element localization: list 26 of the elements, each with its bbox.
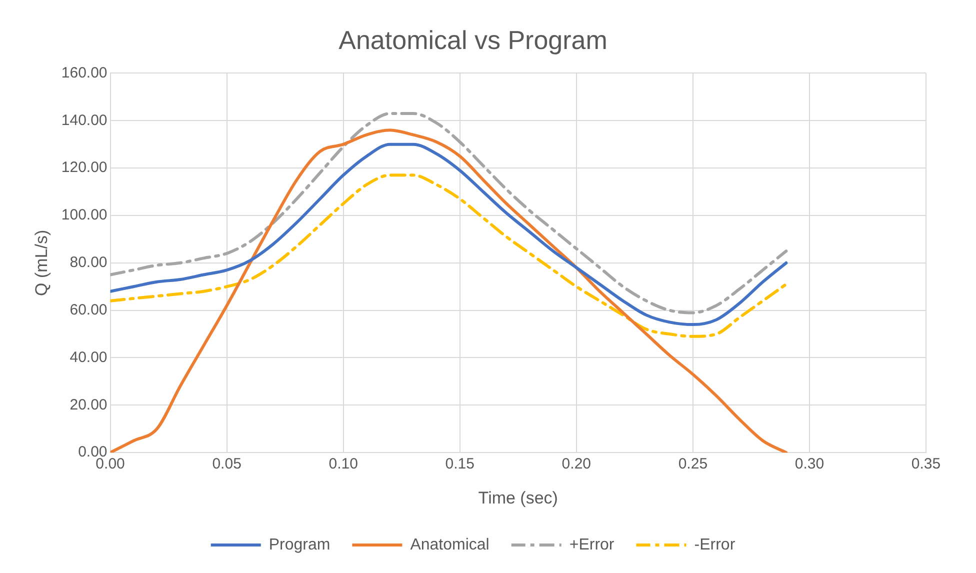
y-tick-label: 160.00 <box>61 64 108 82</box>
x-tick-label: 0.10 <box>328 456 358 473</box>
x-tick-label: 0.15 <box>445 456 474 473</box>
y-tick-label: 140.00 <box>61 112 108 129</box>
chart-title: Anatomical vs Program <box>338 24 608 55</box>
line-series <box>110 112 788 314</box>
legend-label: Program <box>268 536 330 554</box>
y-tick-label: 60.00 <box>70 301 108 318</box>
y-tick-label: 20.00 <box>70 396 108 414</box>
line-series <box>110 142 788 326</box>
y-axis-title: Q (mL/s) <box>32 230 51 296</box>
line-series <box>110 174 788 338</box>
line-series <box>110 128 788 453</box>
y-tick-label: 80.00 <box>70 254 108 272</box>
legend-label: Anatomical <box>410 536 490 554</box>
y-tick-label: 120.00 <box>61 159 108 176</box>
legend-label: -Error <box>694 536 736 554</box>
y-tick-label: 40.00 <box>70 348 108 366</box>
x-tick-label: 0.20 <box>562 456 592 473</box>
y-tick-label: 100.00 <box>61 206 108 224</box>
x-tick-label: 0.05 <box>212 456 242 473</box>
x-axis-title: Time (sec) <box>478 488 558 508</box>
legend-label: +Error <box>569 536 615 554</box>
x-tick-label: 0.35 <box>911 456 941 473</box>
x-tick-label: 0.25 <box>678 456 708 473</box>
x-tick-label: 0.30 <box>794 456 824 473</box>
